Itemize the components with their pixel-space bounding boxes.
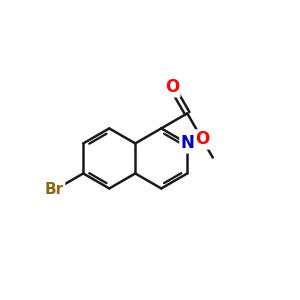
- Text: N: N: [180, 134, 194, 152]
- Text: O: O: [165, 78, 179, 96]
- Text: O: O: [195, 130, 209, 148]
- Text: Br: Br: [45, 182, 64, 197]
